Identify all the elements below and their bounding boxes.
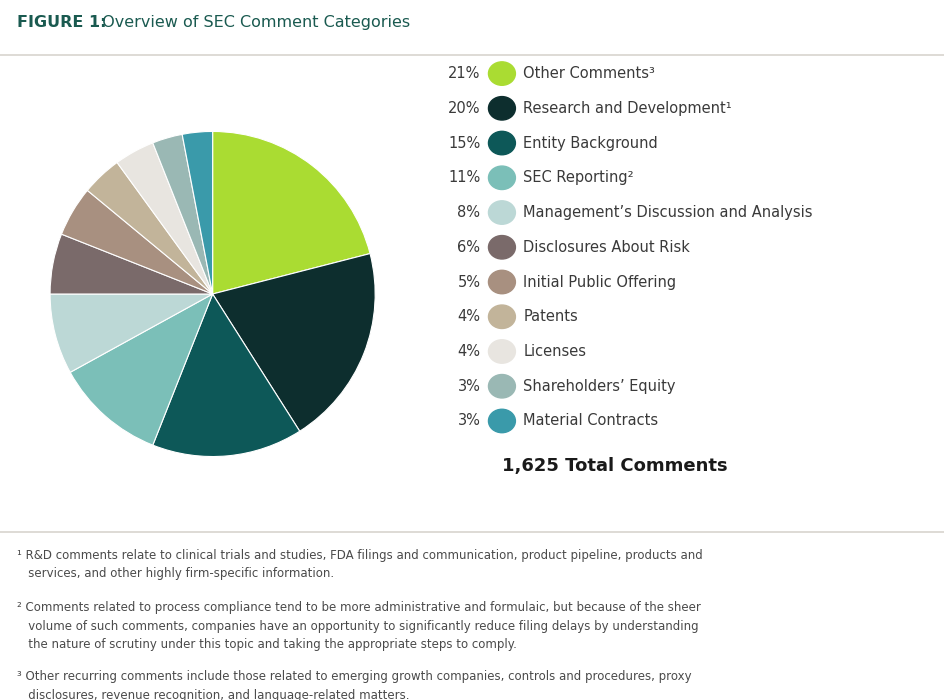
Wedge shape	[212, 253, 375, 431]
Text: 3%: 3%	[457, 414, 480, 428]
Text: ¹ R&D comments relate to clinical trials and studies, FDA filings and communicat: ¹ R&D comments relate to clinical trials…	[17, 549, 702, 580]
Wedge shape	[50, 234, 212, 294]
Wedge shape	[182, 132, 212, 294]
Circle shape	[488, 62, 514, 85]
Text: Entity Background: Entity Background	[523, 136, 658, 150]
Circle shape	[488, 374, 514, 398]
Text: Research and Development¹: Research and Development¹	[523, 101, 732, 116]
Text: Overview of SEC Comment Categories: Overview of SEC Comment Categories	[92, 15, 410, 30]
Wedge shape	[50, 294, 212, 372]
Text: 1,625 Total Comments: 1,625 Total Comments	[501, 457, 727, 475]
Text: Other Comments³: Other Comments³	[523, 66, 655, 81]
Text: Management’s Discussion and Analysis: Management’s Discussion and Analysis	[523, 205, 812, 220]
Text: 6%: 6%	[457, 240, 480, 255]
Text: Patents: Patents	[523, 309, 578, 324]
Text: 3%: 3%	[457, 379, 480, 393]
Text: Shareholders’ Equity: Shareholders’ Equity	[523, 379, 675, 393]
Circle shape	[488, 410, 514, 433]
Circle shape	[488, 166, 514, 190]
Circle shape	[488, 235, 514, 259]
Text: 4%: 4%	[457, 309, 480, 324]
Circle shape	[488, 305, 514, 328]
Wedge shape	[153, 134, 212, 294]
Text: ² Comments related to process compliance tend to be more administrative and form: ² Comments related to process compliance…	[17, 601, 700, 651]
Circle shape	[488, 132, 514, 155]
Circle shape	[488, 340, 514, 363]
Text: 20%: 20%	[447, 101, 480, 116]
Wedge shape	[117, 143, 212, 294]
Text: Licenses: Licenses	[523, 344, 586, 359]
Text: Initial Public Offering: Initial Public Offering	[523, 274, 676, 290]
Text: 15%: 15%	[447, 136, 480, 150]
Text: FIGURE 1:: FIGURE 1:	[17, 15, 107, 30]
Wedge shape	[61, 190, 212, 294]
Wedge shape	[70, 294, 212, 445]
Text: ³ Other recurring comments include those related to emerging growth companies, c: ³ Other recurring comments include those…	[17, 671, 691, 700]
Wedge shape	[212, 132, 370, 294]
Circle shape	[488, 97, 514, 120]
Text: Disclosures About Risk: Disclosures About Risk	[523, 240, 690, 255]
Text: 4%: 4%	[457, 344, 480, 359]
Text: 5%: 5%	[457, 274, 480, 290]
Text: 11%: 11%	[447, 170, 480, 186]
Text: SEC Reporting²: SEC Reporting²	[523, 170, 633, 186]
Wedge shape	[87, 162, 212, 294]
Text: 8%: 8%	[457, 205, 480, 220]
Wedge shape	[153, 294, 299, 456]
Circle shape	[488, 270, 514, 294]
Circle shape	[488, 201, 514, 224]
Text: 21%: 21%	[447, 66, 480, 81]
Text: Material Contracts: Material Contracts	[523, 414, 658, 428]
